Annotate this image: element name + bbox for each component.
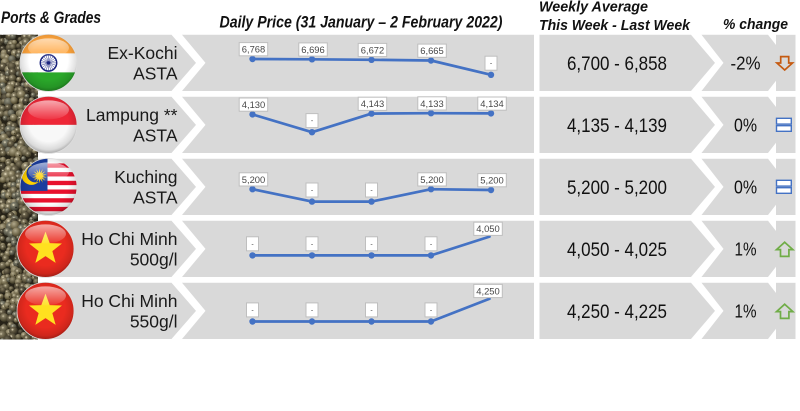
- svg-text:6,768: 6,768: [242, 44, 265, 55]
- svg-text:6,696: 6,696: [301, 44, 324, 55]
- svg-text:4,134: 4,134: [480, 98, 503, 109]
- svg-text:4,143: 4,143: [361, 98, 384, 109]
- svg-text:550g/l: 550g/l: [130, 311, 178, 331]
- svg-text:5,200: 5,200: [420, 174, 443, 185]
- svg-text:5,200: 5,200: [480, 175, 503, 186]
- svg-text:4,250 - 4,225: 4,250 - 4,225: [567, 302, 667, 323]
- svg-text:4,050: 4,050: [476, 223, 499, 234]
- svg-text:1%: 1%: [735, 240, 757, 260]
- svg-text:Ports & Grades: Ports & Grades: [1, 9, 101, 27]
- svg-text:This Week - Last Week: This Week - Last Week: [539, 17, 691, 34]
- svg-text:6,700 - 6,858: 6,700 - 6,858: [567, 54, 667, 75]
- svg-text:0%: 0%: [734, 178, 757, 198]
- svg-text:Ex-Kochi: Ex-Kochi: [107, 43, 177, 63]
- svg-text:4,135 - 4,139: 4,135 - 4,139: [567, 116, 667, 137]
- svg-text:1%: 1%: [735, 302, 757, 322]
- svg-text:Kuching: Kuching: [114, 167, 177, 187]
- svg-text:4,050 - 4,025: 4,050 - 4,025: [567, 240, 667, 261]
- svg-text:4,130: 4,130: [242, 99, 265, 110]
- svg-text:Ho Chi Minh: Ho Chi Minh: [81, 291, 177, 311]
- svg-text:4,133: 4,133: [420, 98, 443, 109]
- svg-text:Lampung **: Lampung **: [86, 105, 178, 125]
- svg-text:5,200: 5,200: [242, 174, 265, 185]
- svg-text:5,200 - 5,200: 5,200 - 5,200: [567, 178, 667, 199]
- svg-text:6,672: 6,672: [361, 44, 384, 55]
- svg-text:500g/l: 500g/l: [130, 249, 178, 269]
- svg-text:ASTA: ASTA: [133, 125, 178, 145]
- svg-text:% change: % change: [723, 16, 788, 33]
- svg-text:Daily Price (31 January – 2 Fe: Daily Price (31 January – 2 February 202…: [220, 14, 503, 32]
- svg-text:Ho Chi Minh: Ho Chi Minh: [81, 229, 177, 249]
- svg-text:ASTA: ASTA: [133, 187, 178, 207]
- svg-text:-2%: -2%: [731, 54, 761, 74]
- svg-text:Weekly Average: Weekly Average: [539, 0, 648, 16]
- svg-text:6,665: 6,665: [420, 45, 443, 56]
- svg-text:ASTA: ASTA: [133, 63, 178, 83]
- svg-text:0%: 0%: [734, 116, 757, 136]
- svg-text:4,250: 4,250: [476, 285, 499, 296]
